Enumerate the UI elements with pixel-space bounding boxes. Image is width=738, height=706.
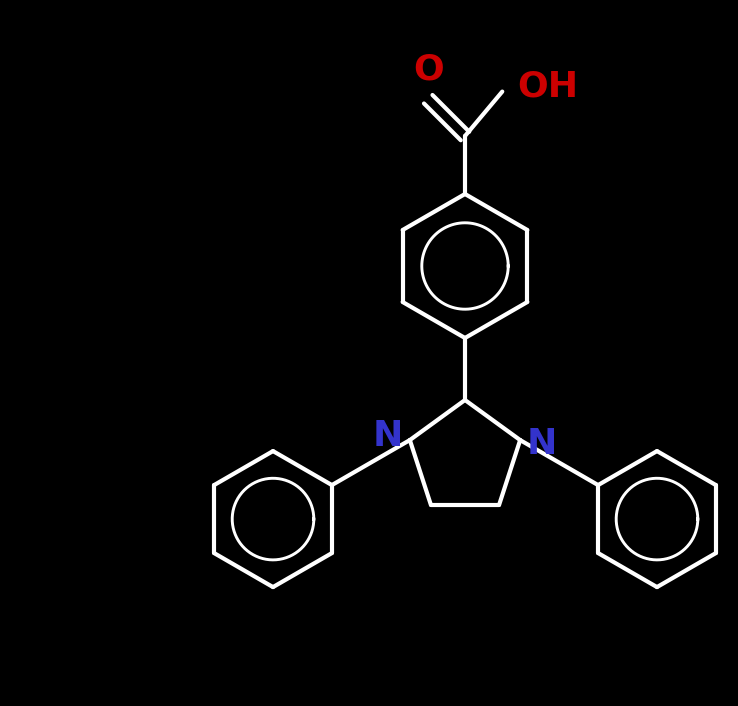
Text: OH: OH [517,70,579,104]
Text: N: N [527,427,557,461]
Text: N: N [373,419,403,453]
Text: O: O [413,52,444,86]
